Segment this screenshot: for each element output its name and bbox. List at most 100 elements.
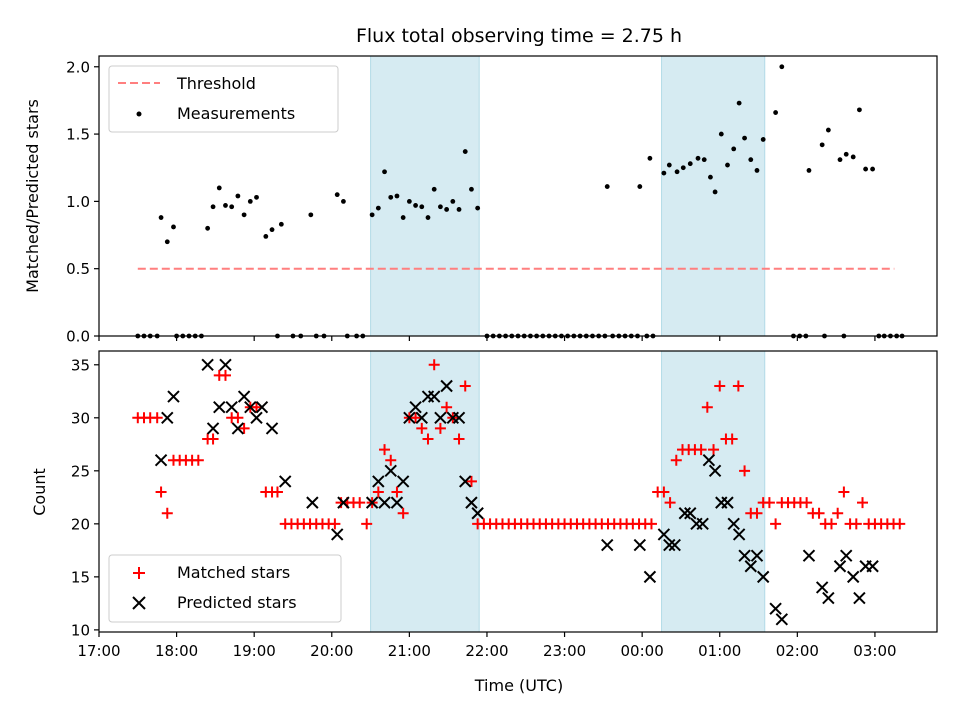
measurement-point (687, 161, 693, 167)
top-legend: Threshold Measurements (108, 65, 339, 133)
measurement-point (308, 212, 314, 218)
predicted-star-point (840, 549, 853, 562)
matched-star-point (379, 444, 391, 456)
predicted-star-point (465, 496, 478, 509)
bottom-y-ticks: 10 15 20 25 30 35 (71, 356, 99, 639)
matched-star-point (838, 486, 850, 498)
bottom-y-axis-label: Count (30, 468, 49, 516)
predicted-star-point (744, 560, 757, 573)
matched-star-point (658, 486, 670, 498)
measurement-point (736, 100, 742, 106)
matched-star-point (416, 422, 428, 434)
predicted-star-point (452, 411, 466, 425)
matched-star-point (161, 507, 173, 519)
predicted-star-point (822, 591, 835, 605)
matched-star-point (850, 518, 862, 530)
shaded-interval (661, 350, 766, 633)
matched-star-point (428, 359, 440, 371)
predicted-star-point (434, 411, 447, 425)
x-tick-label: 22:00 (465, 642, 508, 660)
y-tick-label: 15 (71, 568, 90, 586)
matched-star-point (354, 497, 366, 509)
measurement-point (647, 155, 653, 161)
bottom-legend-box (108, 554, 342, 623)
predicted-star-point (206, 422, 220, 435)
predicted-star-point (769, 602, 782, 615)
measurement-point (469, 186, 474, 192)
predicted-star-point (678, 507, 692, 520)
y-tick-label: 35 (71, 356, 90, 374)
predicted-star-point (365, 496, 379, 509)
predicted-star-point (427, 390, 441, 403)
predicted-star-point (853, 591, 866, 605)
predicted-star-point (696, 517, 709, 531)
measurement-point (680, 165, 686, 171)
legend-predicted-swatch (132, 596, 146, 610)
x-tick-label: 19:00 (233, 642, 276, 660)
predicted-star-point (727, 517, 740, 531)
predicted-star-point (633, 538, 647, 552)
measurement-point (725, 162, 730, 168)
predicted-star-point (154, 454, 168, 467)
measurement-point (164, 239, 170, 245)
matched-star-point (664, 497, 676, 509)
matched-star-point (251, 401, 263, 413)
predicted-star-point (750, 549, 764, 562)
measurement-point (450, 198, 456, 204)
matched-star-point (192, 454, 204, 466)
measurement-point (475, 205, 481, 211)
matched-star-point (751, 507, 763, 519)
measurement-point (438, 204, 443, 210)
measurement-point (382, 169, 387, 175)
measurement-point (369, 212, 375, 218)
predicted-star-point (756, 570, 770, 584)
x-tick-label: 02:00 (776, 642, 819, 660)
measurement-point (819, 142, 825, 148)
x-tick-label: 03:00 (853, 642, 896, 660)
matched-star-point (207, 433, 219, 445)
measurement-point (205, 225, 211, 231)
measurement-point (425, 215, 431, 220)
matched-star-point (701, 401, 713, 413)
predicted-star-point (440, 379, 453, 393)
legend-measurements-swatch (136, 111, 142, 117)
top-x-ticks (98, 336, 876, 341)
measurement-point (661, 170, 667, 176)
measurement-point (419, 204, 425, 210)
measurement-point (674, 169, 680, 175)
predicted-star-point (721, 496, 734, 509)
matched-star-point (708, 444, 720, 456)
top-panel: 0.00.51.01.52.0 Matched/Predicted stars … (23, 55, 938, 346)
y-tick-label: 20 (71, 515, 90, 533)
matched-star-point (410, 412, 422, 424)
chart-title: Flux total observing time = 2.75 h (356, 25, 682, 47)
matched-star-point (271, 486, 283, 498)
measurement-point (718, 131, 724, 137)
predicted-star-point (668, 538, 681, 552)
predicted-star-point (337, 496, 350, 509)
matched-star-point (732, 380, 744, 392)
matched-star-point (361, 518, 373, 530)
measurement-point (825, 127, 831, 133)
matched-star-point (832, 507, 844, 519)
measurement-point (843, 151, 849, 157)
predicted-star-point (732, 528, 746, 541)
measurement-point (712, 189, 718, 195)
predicted-star-point (684, 507, 697, 520)
y-tick-label: 1.0 (66, 193, 90, 211)
predicted-star-point (265, 422, 279, 435)
legend-measurements-label: Measurements (177, 104, 295, 123)
matched-star-point (232, 412, 244, 424)
predicted-star-point (201, 358, 214, 371)
matched-star-point (441, 401, 453, 413)
measurement-point (779, 64, 785, 70)
predicted-star-point (708, 464, 722, 478)
measurement-point (748, 157, 754, 163)
measurement-point (400, 215, 406, 220)
y-tick-label: 30 (71, 409, 90, 427)
predicted-star-point (219, 358, 232, 371)
x-tick-label: 20:00 (310, 642, 353, 660)
measurement-point (773, 110, 779, 115)
predicted-star-point (213, 400, 226, 414)
